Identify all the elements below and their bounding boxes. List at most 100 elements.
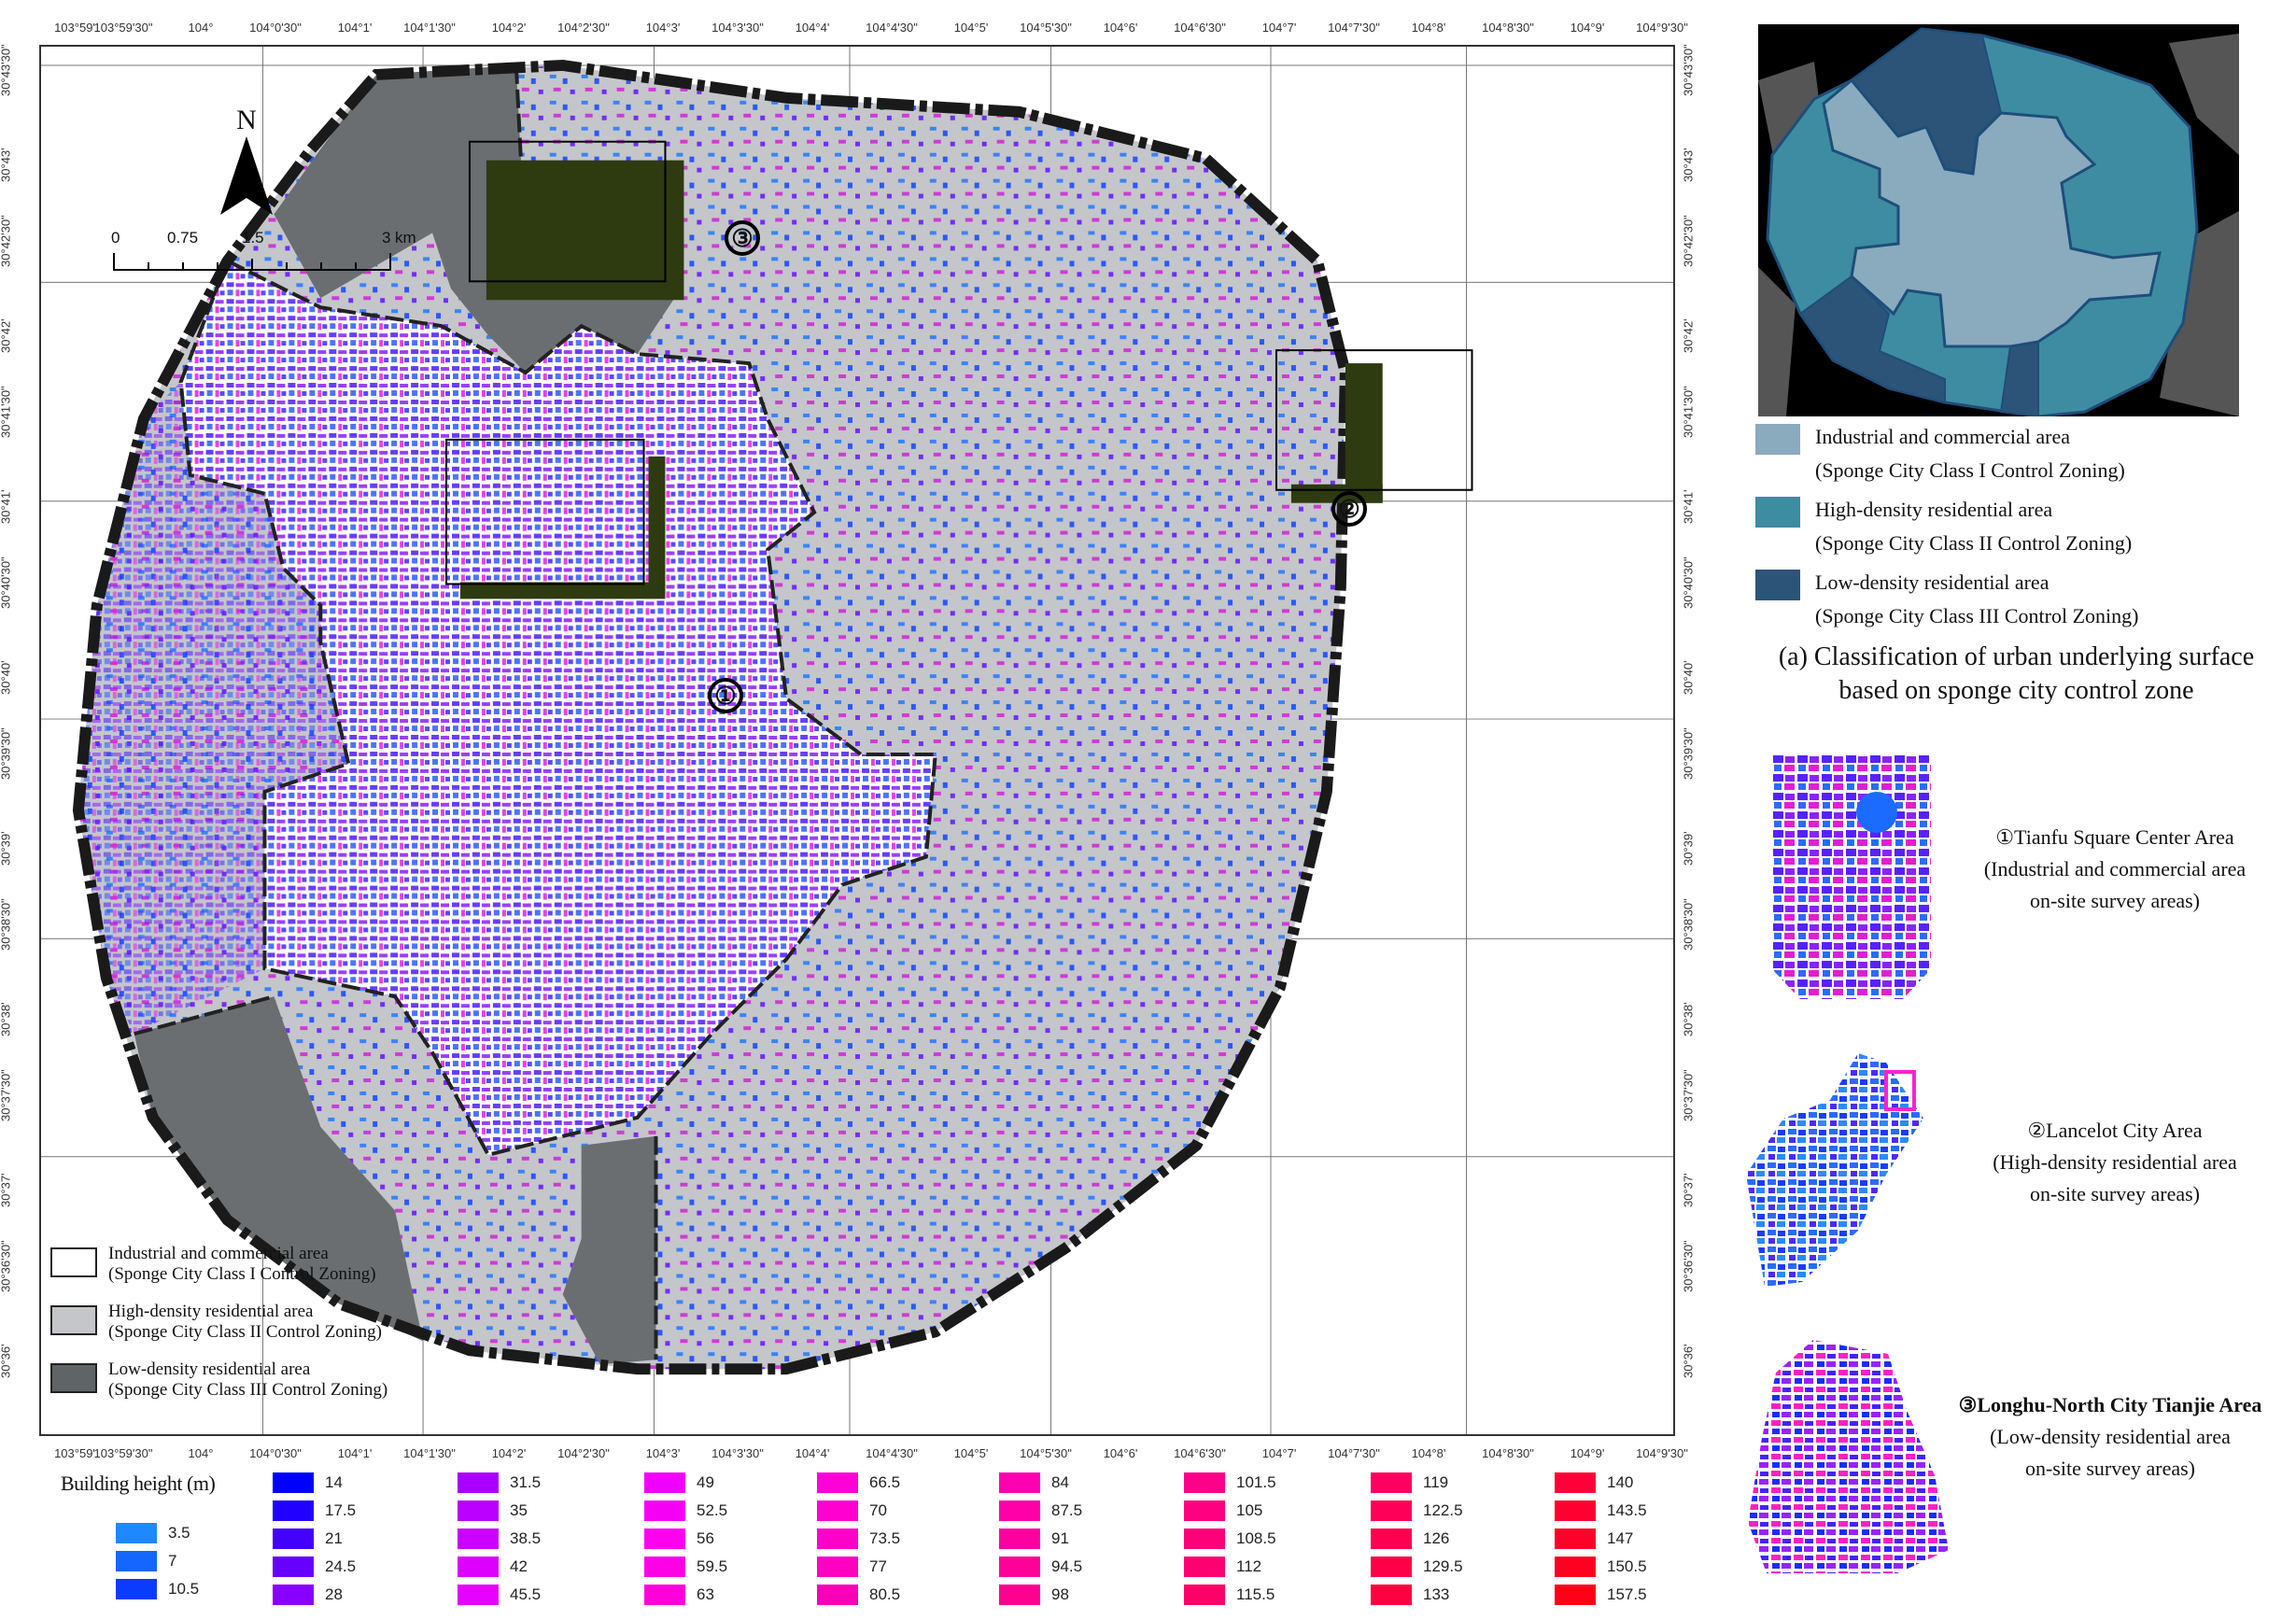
height-value: 38.5 xyxy=(510,1529,542,1547)
height-swatch xyxy=(644,1500,685,1521)
height-legend-item: 21 xyxy=(273,1528,343,1550)
latitude-right-label: 30°40'30" xyxy=(1681,556,1696,609)
latitude-left-label: 30°41'30" xyxy=(0,386,13,438)
height-swatch xyxy=(1371,1500,1412,1521)
inset-zoning-map xyxy=(1758,24,2239,416)
height-swatch xyxy=(644,1557,685,1577)
height-value: 42 xyxy=(510,1557,528,1575)
longitude-top-label: 104°1'30" xyxy=(403,21,456,35)
height-legend-item: 77 xyxy=(817,1556,887,1578)
latitude-left-label: 30°38'30" xyxy=(0,898,13,951)
latitude-left-label: 30°40'30" xyxy=(0,556,13,609)
survey-area-3: ③Longhu-North City Tianjie Area (Low-den… xyxy=(1737,1335,2296,1606)
height-legend-item: 66.5 xyxy=(817,1472,900,1494)
height-swatch xyxy=(116,1523,157,1543)
height-legend-item: 52.5 xyxy=(644,1500,727,1522)
longitude-bottom-label: 104°8'30" xyxy=(1482,1446,1534,1460)
latitude-right-label: 30°37'30" xyxy=(1681,1069,1696,1121)
longitude-top-label: 104°9' xyxy=(1570,21,1605,35)
survey-thumbnail-1 xyxy=(1772,754,1931,999)
survey-marker-3[interactable]: ③ xyxy=(725,220,760,256)
height-swatch xyxy=(1371,1528,1412,1549)
height-value: 87.5 xyxy=(1051,1501,1083,1519)
height-value: 56 xyxy=(697,1529,714,1547)
longitude-top-label: 104° xyxy=(188,21,214,35)
longitude-top-label: 103°59'30" xyxy=(93,21,153,35)
latitude-left-label: 30°37' xyxy=(0,1172,13,1207)
height-value: 91 xyxy=(1051,1529,1069,1547)
latitude-right-label: 30°42'30" xyxy=(1681,215,1696,267)
height-value: 98 xyxy=(1051,1585,1069,1603)
height-legend-item: 84 xyxy=(999,1472,1069,1494)
height-swatch xyxy=(1184,1557,1225,1577)
north-arrow-icon xyxy=(220,136,273,215)
longitude-top-label: 104°3'30" xyxy=(711,21,764,35)
longitude-bottom-label: 104°4' xyxy=(795,1446,830,1460)
height-legend-item: 98 xyxy=(999,1584,1069,1606)
height-swatch xyxy=(999,1500,1040,1521)
height-swatch xyxy=(116,1579,157,1599)
longitude-top-label: 104°5' xyxy=(953,21,989,35)
height-value: 3.5 xyxy=(168,1524,190,1542)
scale-unit: km xyxy=(395,229,416,247)
longitude-top-label: 104°6'30" xyxy=(1174,21,1226,35)
longitude-bottom-label: 104°8' xyxy=(1411,1446,1446,1460)
height-value: 143.5 xyxy=(1607,1501,1647,1519)
height-swatch xyxy=(644,1585,685,1605)
height-legend-item: 91 xyxy=(999,1528,1069,1550)
latitude-left-label: 30°43'30" xyxy=(0,44,13,96)
height-value: 10.5 xyxy=(168,1580,200,1598)
latitude-left-label: 30°42' xyxy=(0,317,13,353)
height-swatch xyxy=(1184,1585,1225,1605)
height-legend-item: 87.5 xyxy=(999,1500,1082,1522)
height-legend-item: 140 xyxy=(1555,1472,1633,1494)
latitude-right-label: 30°38' xyxy=(1681,1001,1696,1036)
latitude-left-label: 30°41' xyxy=(0,488,13,524)
height-swatch xyxy=(273,1585,314,1605)
longitude-bottom-label: 104°1' xyxy=(337,1446,373,1460)
legend-item-class-1: Industrial and commercial area (Sponge Ci… xyxy=(50,1244,461,1285)
height-legend-item: 94.5 xyxy=(999,1556,1082,1578)
height-value: 80.5 xyxy=(869,1585,901,1603)
north-label: N xyxy=(236,105,257,135)
height-value: 84 xyxy=(1051,1473,1069,1491)
latitude-right-label: 30°38'30" xyxy=(1681,898,1696,951)
height-value: 150.5 xyxy=(1607,1557,1647,1575)
scale-label-0: 0 xyxy=(111,229,120,247)
height-swatch xyxy=(1184,1500,1225,1521)
longitude-top-label: 104°8'30" xyxy=(1482,21,1534,35)
latitude-right-label: 30°39'30" xyxy=(1681,727,1696,780)
height-swatch xyxy=(817,1472,858,1493)
height-legend-item: 126 xyxy=(1371,1528,1449,1550)
height-legend-item: 70 xyxy=(817,1500,887,1522)
height-legend-item: 59.5 xyxy=(644,1556,727,1578)
longitude-bottom-label: 104°1'30" xyxy=(403,1446,456,1460)
height-value: 49 xyxy=(697,1473,714,1491)
survey-marker-1[interactable]: ① xyxy=(708,678,743,713)
height-swatch xyxy=(458,1500,499,1521)
longitude-bottom-label: 104°0'30" xyxy=(249,1446,302,1460)
zoning-legend: Industrial and commercial area (Sponge Ci… xyxy=(50,1244,461,1417)
longitude-bottom-label: 104° xyxy=(188,1446,214,1460)
survey-marker-2[interactable]: ② xyxy=(1331,491,1367,527)
height-value: 105 xyxy=(1236,1501,1263,1519)
latitude-right-label: 30°43' xyxy=(1681,147,1696,182)
height-swatch xyxy=(1184,1528,1225,1549)
latitude-left-label: 30°40' xyxy=(0,659,13,695)
latitude-left-label: 30°36'30" xyxy=(0,1240,13,1292)
longitude-bottom-label: 103°59' xyxy=(54,1446,95,1460)
height-legend-item: 17.5 xyxy=(273,1500,356,1522)
survey-title-3: ③Longhu-North City Tianjie Area xyxy=(1958,1393,2262,1416)
height-value: 35 xyxy=(510,1501,528,1519)
longitude-bottom-label: 104°6' xyxy=(1103,1446,1138,1460)
longitude-top-label: 104°7' xyxy=(1261,21,1297,35)
height-swatch xyxy=(1371,1557,1412,1577)
height-swatch xyxy=(817,1500,858,1521)
swatch-class-2 xyxy=(50,1305,97,1335)
latitude-right-label: 30°37' xyxy=(1681,1172,1696,1207)
height-value: 66.5 xyxy=(869,1473,901,1491)
latitude-left-label: 30°39'30" xyxy=(0,727,13,780)
height-value: 108.5 xyxy=(1236,1529,1276,1547)
longitude-top-label: 104°0'30" xyxy=(249,21,302,35)
height-legend-item: 101.5 xyxy=(1184,1472,1276,1494)
